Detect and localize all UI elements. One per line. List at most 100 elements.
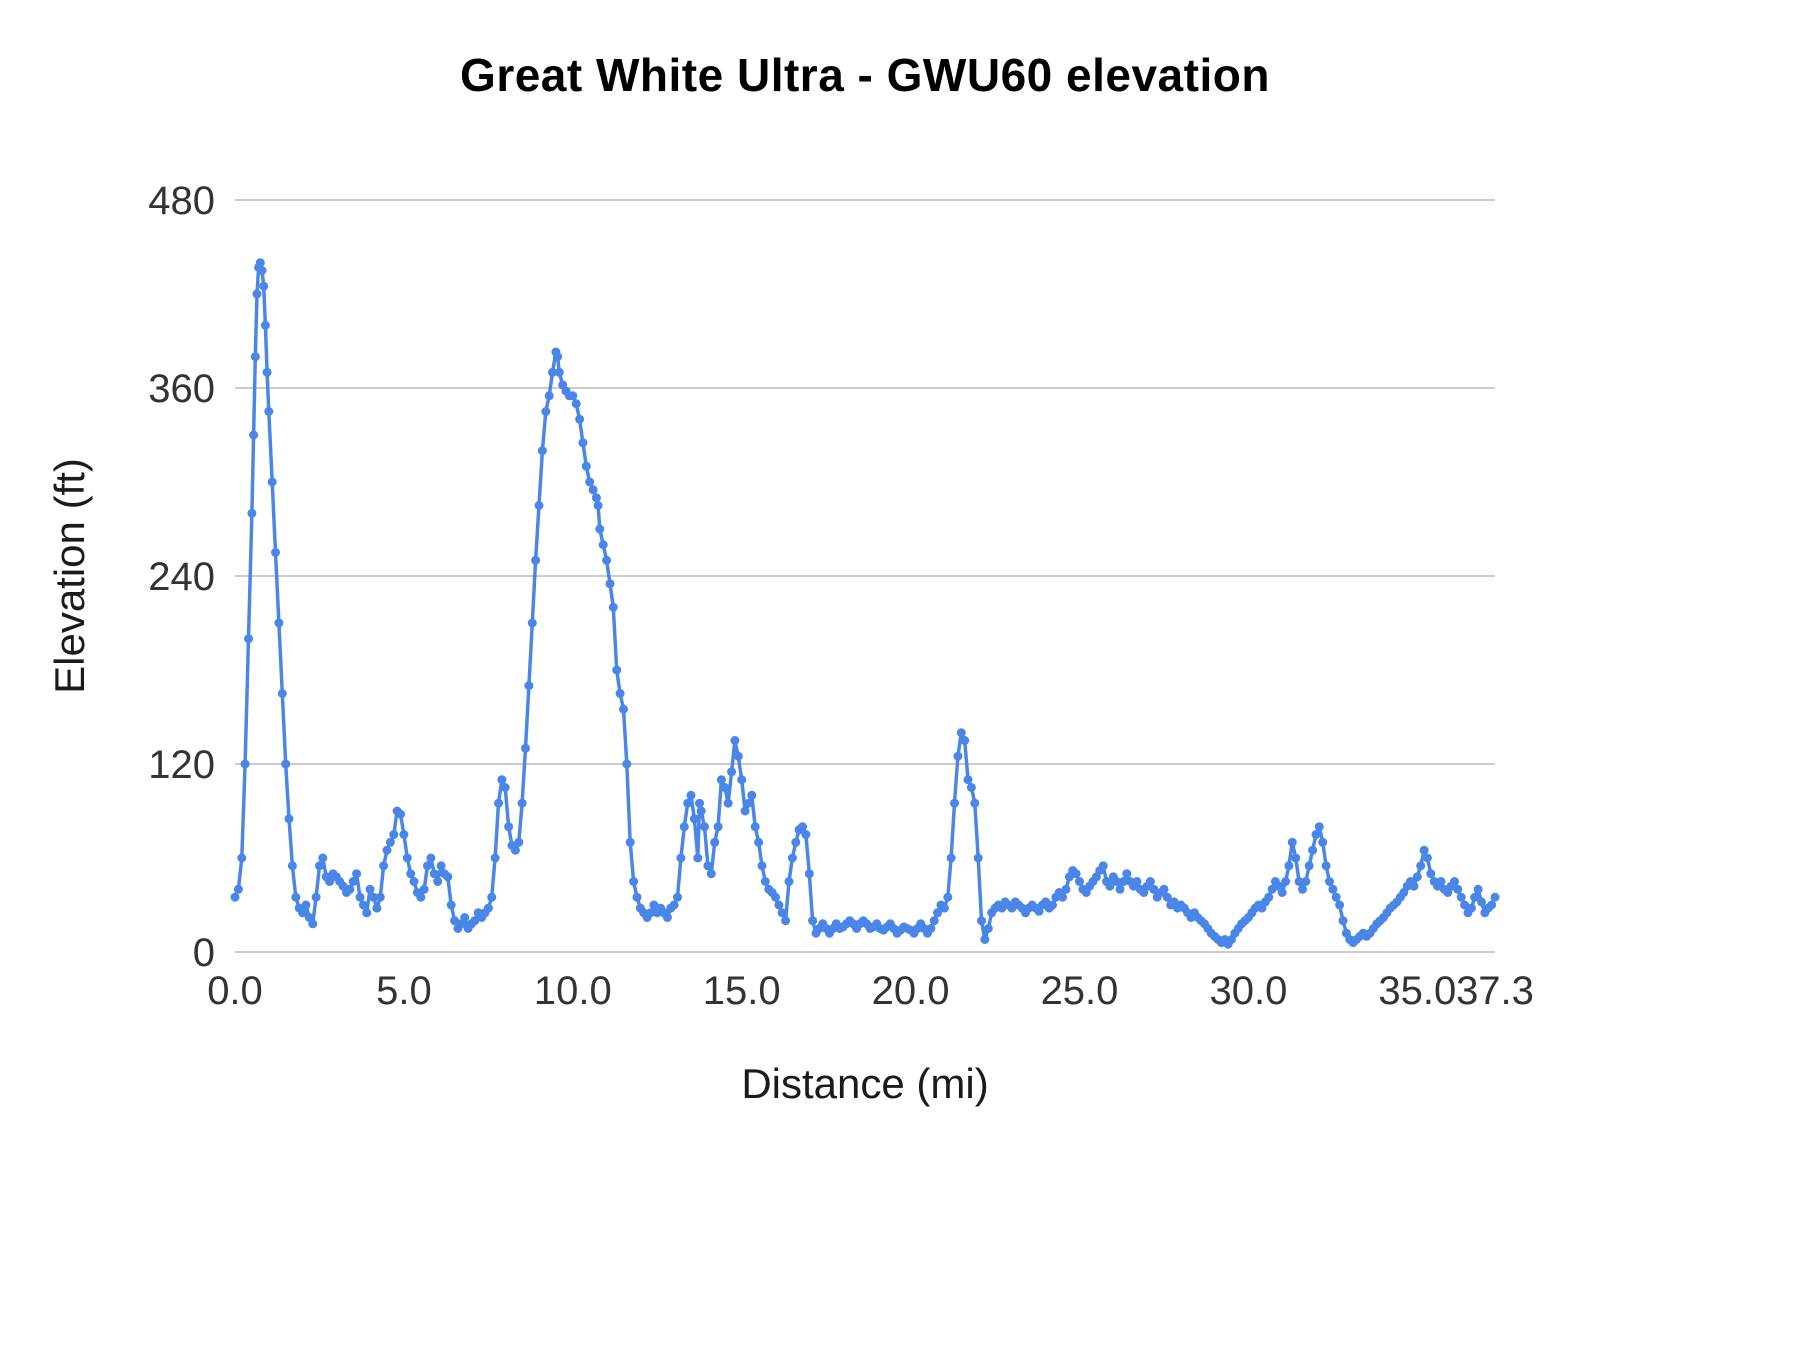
y-tick-label: 360 [148, 367, 215, 411]
data-point [504, 822, 514, 832]
data-point [406, 869, 416, 879]
data-point [622, 759, 632, 769]
x-tick-label: 15.0 [703, 969, 781, 1013]
data-point [497, 775, 507, 785]
data-point [271, 548, 280, 557]
data-point [470, 916, 480, 926]
y-tick-label: 480 [148, 179, 215, 223]
data-point [963, 775, 973, 785]
data-point [730, 736, 740, 745]
data-point [1321, 861, 1331, 871]
data-point [1298, 884, 1307, 894]
data-point [926, 924, 936, 933]
data-point [348, 877, 358, 886]
data-point [369, 892, 378, 902]
data-point [446, 900, 456, 910]
data-point [230, 892, 240, 902]
data-point [1105, 881, 1115, 891]
data-point [801, 830, 811, 839]
data-point [1487, 900, 1497, 910]
data-point [524, 681, 534, 691]
data-point [483, 903, 493, 913]
data-point [358, 900, 368, 910]
x-tick-label: 25.0 [1041, 969, 1119, 1013]
data-point [1450, 877, 1459, 886]
data-point [1456, 892, 1466, 902]
data-point [490, 853, 500, 863]
data-point [460, 913, 470, 922]
data-point [284, 814, 294, 824]
data-point [423, 861, 432, 871]
data-point [669, 900, 679, 910]
data-point [744, 798, 753, 808]
data-point [662, 913, 672, 922]
data-point [281, 759, 291, 769]
x-axis-label: Distance (mi) [741, 1060, 989, 1107]
data-point [277, 689, 287, 698]
data-point [554, 367, 564, 377]
data-point [1335, 900, 1345, 910]
data-point [325, 877, 335, 886]
data-point [1301, 877, 1311, 886]
data-point [612, 665, 622, 675]
data-point [1311, 830, 1321, 839]
data-point [983, 924, 993, 933]
data-point [291, 892, 301, 902]
data-point [1308, 845, 1318, 855]
data-point [318, 853, 328, 863]
x-tick-label: 20.0 [872, 969, 950, 1013]
data-point [608, 602, 618, 612]
data-point [1436, 877, 1446, 886]
data-point [625, 837, 635, 847]
data-point [703, 861, 713, 871]
data-point [487, 892, 497, 902]
data-point [784, 877, 794, 886]
data-point [956, 728, 966, 738]
data-point [966, 783, 976, 792]
data-point [700, 822, 709, 832]
data-point [733, 751, 743, 761]
data-point [798, 822, 807, 832]
data-point [362, 908, 372, 918]
data-point [727, 767, 737, 777]
data-point [1132, 877, 1142, 886]
data-point [1470, 892, 1480, 902]
data-point [649, 900, 659, 910]
data-point [673, 892, 682, 902]
y-tick-label: 240 [148, 555, 215, 599]
data-point [409, 877, 419, 886]
data-point [757, 861, 767, 871]
data-point [1473, 884, 1483, 894]
data-point [252, 289, 262, 299]
data-point [747, 790, 757, 800]
data-point [689, 814, 699, 824]
data-point [1409, 881, 1419, 891]
data-point [260, 320, 270, 330]
data-point [1075, 877, 1084, 886]
data-point [1318, 837, 1328, 847]
data-point [973, 853, 983, 863]
data-point [1422, 853, 1432, 863]
x-tick-label: 0.0 [207, 969, 263, 1013]
data-point [953, 751, 963, 761]
data-point [1490, 892, 1500, 902]
data-point [375, 892, 385, 902]
data-point [615, 689, 625, 698]
data-point [1264, 892, 1274, 902]
data-point [1159, 884, 1169, 894]
data-point [399, 830, 409, 839]
data-point [436, 861, 446, 871]
data-point [247, 508, 257, 518]
data-point [419, 884, 429, 894]
data-point [1419, 845, 1429, 855]
data-point [960, 736, 970, 745]
data-point [315, 861, 324, 871]
data-point [240, 759, 250, 769]
data-point [372, 903, 382, 913]
data-point [517, 798, 527, 808]
data-point [233, 884, 243, 894]
data-point [308, 919, 318, 929]
data-point [396, 809, 405, 819]
data-point [553, 352, 563, 362]
